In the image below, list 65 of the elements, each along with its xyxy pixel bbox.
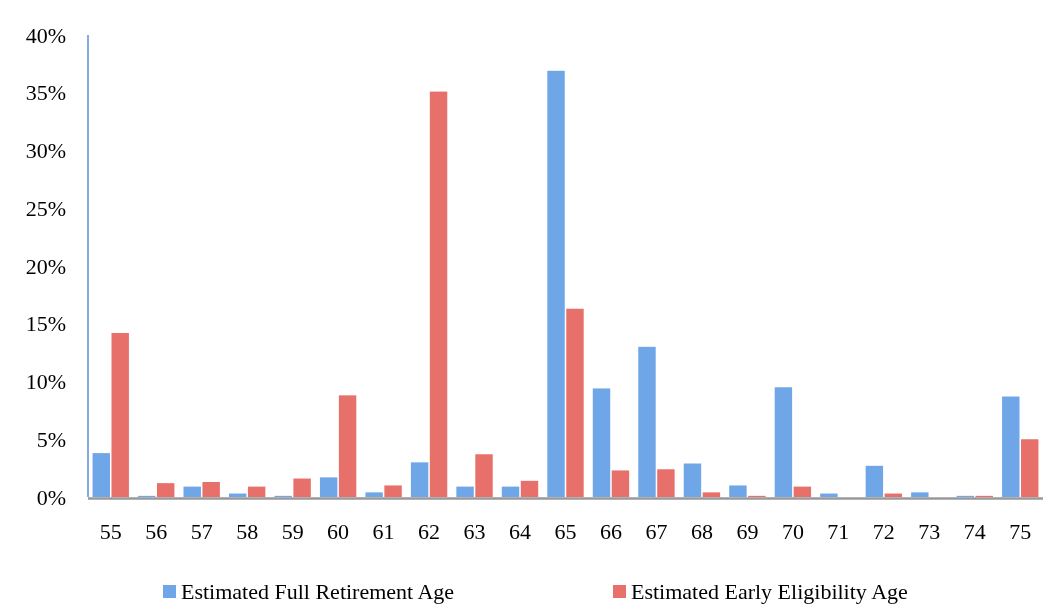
bar [657, 469, 675, 497]
x-tick-label: 60 [327, 519, 350, 544]
x-tick-label: 69 [736, 519, 759, 544]
y-tick-label: 10% [25, 369, 66, 395]
bar [683, 463, 702, 497]
x-tick-label: 65 [554, 519, 577, 544]
x-tick-label: 61 [372, 519, 395, 544]
y-tick-label: 35% [25, 80, 66, 106]
bar [319, 477, 338, 497]
bar [638, 346, 656, 497]
x-tick-label: 63 [463, 519, 486, 544]
bar [729, 485, 747, 497]
y-tick-label: 5% [36, 426, 66, 452]
x-tick-label: 62 [418, 519, 441, 544]
bar [911, 492, 929, 497]
y-tick-label: 25% [25, 195, 66, 221]
y-tick-label: 15% [25, 311, 66, 337]
bar [774, 387, 793, 497]
y-tick-label: 40% [25, 22, 66, 48]
bar [1021, 439, 1039, 497]
legend-label: Estimated Full Retirement Age [181, 579, 455, 604]
bar [183, 486, 201, 497]
y-tick-label: 0% [36, 484, 66, 510]
x-tick-label: 67 [645, 519, 668, 544]
bar [156, 483, 175, 497]
bar [820, 493, 838, 497]
bar [520, 480, 539, 497]
bar [611, 470, 630, 497]
bar [475, 454, 493, 497]
bar [702, 492, 721, 497]
x-tick-label: 59 [281, 519, 304, 544]
bar [456, 486, 474, 497]
x-tick-label: 74 [963, 519, 986, 544]
x-tick-label: 73 [918, 519, 941, 544]
bar [566, 308, 584, 497]
bar [865, 465, 884, 497]
bar [92, 453, 110, 497]
bar [429, 91, 448, 497]
x-tick-label: 72 [872, 519, 895, 544]
x-tick-label: 68 [690, 519, 713, 544]
bar [547, 70, 565, 497]
bar [1002, 396, 1020, 497]
x-tick-label: 56 [145, 519, 168, 544]
x-tick-label: 57 [190, 519, 213, 544]
legend-label: Estimated Early Eligibility Age [631, 579, 908, 604]
bar [365, 492, 383, 497]
y-tick-label: 20% [25, 253, 66, 279]
bar [384, 485, 402, 497]
bar [293, 478, 311, 497]
y-tick-label: 30% [25, 138, 66, 164]
bar [592, 388, 611, 497]
x-tick-label: 71 [827, 519, 850, 544]
bar [338, 395, 357, 497]
bar [793, 486, 812, 497]
x-tick-label: 55 [99, 519, 122, 544]
x-tick-label: 66 [599, 519, 622, 544]
x-tick-label: 70 [781, 519, 804, 544]
bar [247, 486, 266, 497]
x-tick-label: 64 [509, 519, 532, 544]
bar [202, 481, 220, 497]
x-tick-label: 58 [236, 519, 259, 544]
bar [410, 462, 429, 497]
x-tick-label: 75 [1009, 519, 1032, 544]
bar [111, 332, 129, 497]
bar [501, 486, 520, 497]
